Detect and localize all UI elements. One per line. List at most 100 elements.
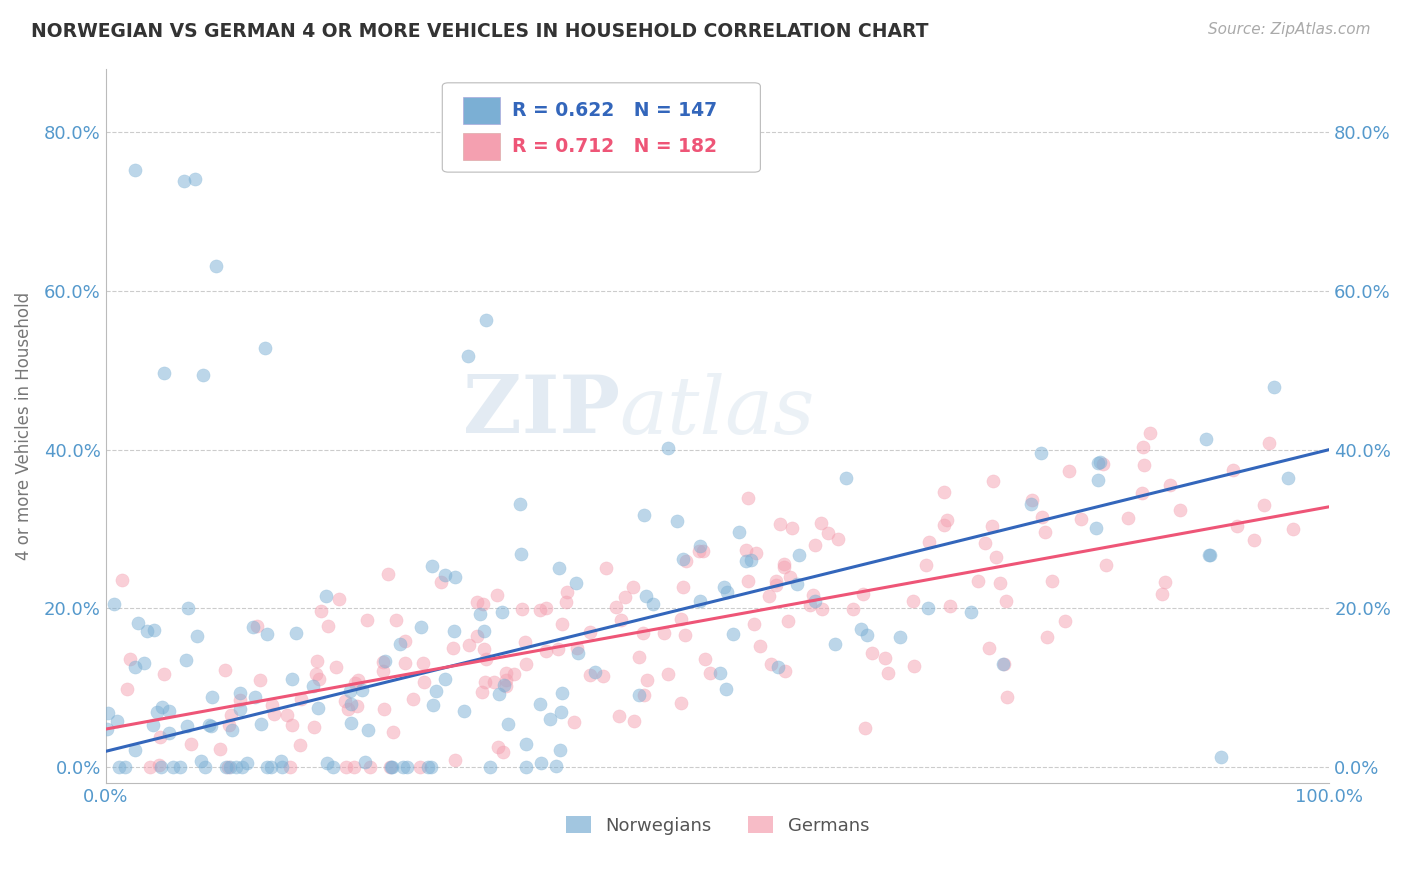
Point bbox=[441, 640, 464, 655]
Point bbox=[325, 660, 347, 674]
Point bbox=[889, 630, 911, 644]
Point bbox=[184, 172, 207, 186]
Text: R = 0.622   N = 147: R = 0.622 N = 147 bbox=[512, 101, 717, 120]
FancyBboxPatch shape bbox=[463, 97, 499, 124]
Point bbox=[510, 547, 533, 561]
FancyBboxPatch shape bbox=[463, 133, 499, 160]
Point bbox=[434, 672, 457, 686]
Point bbox=[709, 665, 731, 680]
Point bbox=[169, 760, 191, 774]
Point bbox=[740, 553, 762, 567]
Point bbox=[176, 719, 198, 733]
Point bbox=[496, 716, 519, 731]
Point bbox=[759, 657, 782, 671]
Point bbox=[249, 673, 271, 687]
Point bbox=[538, 712, 561, 726]
Point bbox=[444, 570, 467, 584]
Point bbox=[634, 589, 657, 603]
Point bbox=[256, 627, 278, 641]
Point bbox=[1021, 492, 1043, 507]
Point bbox=[548, 561, 571, 575]
Point bbox=[316, 619, 339, 633]
Point bbox=[457, 349, 479, 363]
Point bbox=[139, 760, 162, 774]
Point bbox=[173, 174, 195, 188]
Point bbox=[150, 700, 173, 714]
Point bbox=[509, 497, 531, 511]
Point bbox=[502, 667, 524, 681]
Point bbox=[180, 737, 202, 751]
Point bbox=[246, 618, 269, 632]
Point bbox=[475, 313, 498, 327]
Point bbox=[786, 577, 808, 591]
Point bbox=[716, 585, 738, 599]
Point bbox=[779, 570, 801, 584]
Point bbox=[142, 718, 165, 732]
Point bbox=[472, 598, 495, 612]
Point bbox=[692, 544, 714, 558]
Point bbox=[918, 534, 941, 549]
Point bbox=[225, 760, 247, 774]
Point bbox=[610, 613, 633, 627]
Point bbox=[699, 666, 721, 681]
Point bbox=[723, 627, 745, 641]
Point bbox=[1088, 455, 1111, 469]
Point bbox=[215, 760, 238, 774]
Point bbox=[993, 657, 1015, 671]
Point bbox=[495, 673, 517, 687]
Point bbox=[307, 654, 329, 668]
Point bbox=[852, 586, 875, 600]
Point bbox=[636, 673, 658, 687]
Point bbox=[567, 646, 589, 660]
Point bbox=[307, 701, 329, 715]
Point bbox=[221, 708, 243, 723]
Point bbox=[1059, 464, 1081, 478]
Point bbox=[974, 536, 997, 550]
Point bbox=[146, 705, 169, 719]
Point bbox=[776, 614, 799, 628]
Point bbox=[595, 561, 617, 575]
Point bbox=[315, 589, 337, 603]
FancyBboxPatch shape bbox=[443, 83, 761, 172]
Point bbox=[495, 666, 517, 681]
Point bbox=[817, 525, 839, 540]
Point bbox=[671, 697, 693, 711]
Point bbox=[249, 717, 271, 731]
Point bbox=[465, 629, 488, 643]
Point bbox=[1226, 518, 1249, 533]
Point bbox=[201, 690, 224, 704]
Point bbox=[641, 597, 664, 611]
Point bbox=[322, 760, 344, 774]
Point bbox=[734, 554, 756, 568]
Point bbox=[917, 601, 939, 615]
Point bbox=[714, 681, 737, 696]
Point bbox=[633, 688, 655, 702]
Point bbox=[256, 760, 278, 774]
Point bbox=[1087, 456, 1109, 470]
Point bbox=[675, 554, 697, 568]
Point bbox=[394, 657, 416, 671]
Point bbox=[873, 650, 896, 665]
Point bbox=[494, 678, 516, 692]
Point bbox=[149, 730, 172, 744]
Point bbox=[495, 680, 517, 694]
Point bbox=[420, 760, 443, 774]
Point bbox=[772, 560, 794, 574]
Point bbox=[1139, 426, 1161, 441]
Point bbox=[578, 667, 600, 681]
Point bbox=[344, 676, 367, 690]
Point bbox=[1085, 521, 1108, 535]
Point bbox=[811, 602, 834, 616]
Point bbox=[335, 760, 357, 774]
Point bbox=[1054, 615, 1077, 629]
Point bbox=[860, 646, 883, 660]
Point bbox=[547, 641, 569, 656]
Point bbox=[316, 756, 339, 770]
Point bbox=[412, 656, 434, 670]
Point bbox=[1019, 496, 1042, 510]
Point bbox=[787, 549, 810, 563]
Point bbox=[534, 600, 557, 615]
Point bbox=[565, 575, 588, 590]
Point bbox=[515, 760, 537, 774]
Point bbox=[488, 687, 510, 701]
